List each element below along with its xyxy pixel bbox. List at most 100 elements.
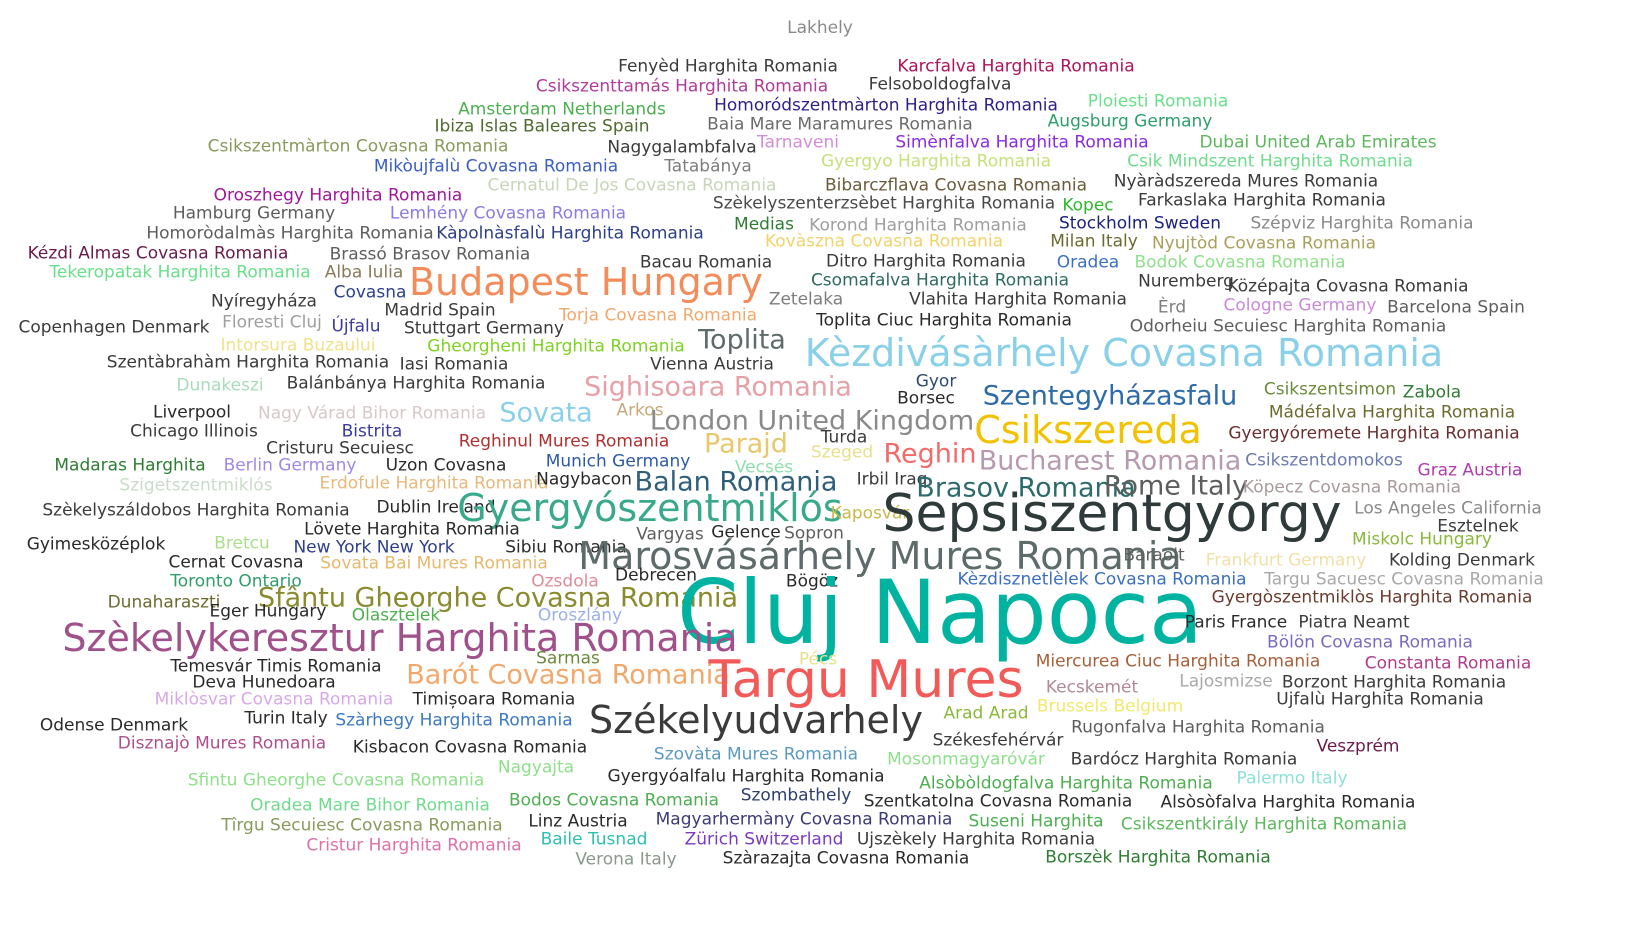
word-cloud-term: Szentkatolna Covasna Romania [863,791,1133,812]
word-cloud-term: Baile Tusnad [540,829,648,850]
word-cloud-term: Nyíregyháza [211,291,317,312]
word-cloud-term: Piatra Neamt [1298,612,1410,633]
word-cloud-term: Gyimesközéplok [26,534,166,555]
word-cloud-term: Fenyèd Harghita Romania [618,56,838,77]
word-cloud-term: Oradea Mare Bihor Romania [250,795,490,816]
word-cloud-term: Tîrgu Secuiesc Covasna Romania [221,815,503,836]
word-cloud-term: Nagybacon [536,469,632,490]
word-cloud-term: Toplita Ciuc Harghita Romania [816,310,1072,331]
word-cloud-term: Arad Arad [943,703,1029,724]
word-cloud-term: Zabola [1402,382,1462,403]
word-cloud-term: Csikszentkirály Harghita Romania [1120,814,1408,835]
word-cloud-term: Cluj Napoca [677,561,1203,664]
word-cloud-term: Constanta Romania [1364,653,1532,674]
word-cloud-term: Gheorgheni Harghita Romania [427,336,685,357]
word-cloud-term: Dunakeszi [176,375,264,396]
word-cloud-term: Sibiu Romania [505,537,627,558]
word-cloud-term: Újfalu [331,316,381,337]
word-cloud-term: Mádéfalva Harghita Romania [1268,402,1516,423]
word-cloud-term: Turin Italy [244,708,328,729]
word-cloud-term: Turda [820,427,868,448]
word-cloud-term: Los Angeles California [1354,498,1542,519]
word-cloud-term: Stuttgart Germany [404,318,564,339]
word-cloud-term: Odorheiu Secuiesc Harghita Romania [1129,316,1447,337]
word-cloud-term: Sovata Bai Mures Romania [320,553,548,574]
word-cloud-term: Szèkelyszáldobos Harghita Romania [42,500,350,521]
word-cloud-term: Munich Germany [545,451,691,472]
word-cloud-term: Bistrita [341,421,403,442]
word-cloud-term: Linz Austria [528,811,628,832]
word-cloud-term: Lajosmizse [1179,671,1273,692]
word-cloud-term: Borszèk Harghita Romania [1045,847,1271,868]
word-cloud-term: Ibiza Islas Baleares Spain [434,116,650,137]
word-cloud-term: Ditro Harghita Romania [826,251,1026,272]
word-cloud-term: Palermo Italy [1236,768,1348,789]
word-cloud-term: Székelyudvarhely [589,698,923,742]
word-cloud-term: Bölön Covasna Romania [1267,632,1473,653]
word-cloud-term: Kovàszna Covasna Romania [764,231,1004,252]
word-cloud-term: Chicago Illinois [130,421,258,442]
word-cloud-term: Kecskemét [1045,677,1139,698]
word-cloud-term: Sarmas [536,648,600,669]
word-cloud-term: Homoródszentmàrton Harghita Romania [714,95,1058,116]
word-cloud-term: Borzont Harghita Romania [1281,672,1507,693]
word-cloud-term: Kézdi Almas Covasna Romania [27,243,289,264]
word-cloud-term: Cologne Germany [1223,295,1377,316]
word-cloud-term: Köpecz Covasna Romania [1242,477,1462,498]
word-cloud-term: Olasztelek [351,605,441,626]
word-cloud-term: Szigetszentmiklós [119,475,273,496]
word-cloud-term: Csikszentdomokos [1245,450,1403,471]
word-cloud-term: Marosvásárhely Mures Romania [578,534,1182,578]
word-cloud-term: Timișoara Romania [412,689,576,710]
word-cloud-term: Homoròdalmàs Harghita Romania [146,223,434,244]
word-cloud-term: Gyergyószentmiklós [457,486,843,530]
word-cloud-term: Szombathely [740,785,852,806]
word-cloud-term: Gyergyóalfalu Harghita Romania [607,766,885,787]
word-cloud-term: Mikòujfalù Covasna Romania [373,156,619,177]
word-cloud-term: Toronto Ontario [170,571,302,592]
word-cloud-term: Vecsés [734,457,794,478]
word-cloud-term: Kèzdivásàrhely Covasna Romania [804,331,1444,375]
word-cloud-term: Erdofule Harghita Romania [319,473,549,494]
word-cloud-term: Veszprém [1316,736,1400,757]
word-cloud-term: Nuremberg [1138,271,1234,292]
word-cloud-term: Gyergyóremete Harghita Romania [1228,423,1520,444]
word-cloud-term: Barót Covasna Romania [406,659,730,691]
word-cloud-term: Targu Sacuesc Covasna Romania [1264,569,1544,590]
word-cloud-term: Alsòbòldogfalva Harghita Romania [919,773,1213,794]
word-cloud-term: Liverpool [152,402,232,423]
word-cloud-term: Sighisoara Romania [584,371,852,403]
word-cloud-term: Csomafalva Harghita Romania [810,270,1070,291]
word-cloud-term: Tekeropatak Harghita Romania [49,262,311,283]
word-cloud-term: Ozsdola [531,571,599,592]
word-cloud-term: Nagy Várad Bihor Romania [257,403,487,424]
word-cloud-term: Iasi Romania [399,354,509,375]
word-cloud-term: Medias [734,214,794,235]
word-cloud-term: Disznajò Mures Romania [117,733,327,754]
word-cloud-term: Covasna [333,282,407,303]
word-cloud-term: Brassó Brasov Romania [329,244,531,265]
word-cloud-term: Suseni Harghita [968,811,1104,832]
word-cloud-term: Szèkelyszenterzsèbet Harghita Romania [712,193,1056,214]
word-cloud-term: Miklòsvar Covasna Romania [154,689,394,710]
word-cloud-term: Szàrazajta Covasna Romania [722,848,970,869]
word-cloud-term: Arkos [616,400,664,421]
word-cloud-term: Reghinul Mures Romania [458,431,670,452]
word-cloud-term: Karcfalva Harghita Romania [897,56,1135,77]
word-cloud-term: Nyàràdszereda Mures Romania [1113,171,1379,192]
word-cloud-term: Augsburg Germany [1047,111,1213,132]
word-cloud-term: Targu Mures [708,650,1024,710]
word-cloud-term: Miskolc Hungary [1352,529,1492,550]
word-cloud-term: Rugonfalva Harghita Romania [1071,717,1325,738]
word-cloud-term: Bretcu [214,533,270,554]
word-cloud-term: Tarnaveni [757,132,839,153]
word-cloud-term: Eger Hungary [209,601,327,622]
word-cloud-term: Kolding Denmark [1388,550,1536,571]
word-cloud-term: Vlahita Harghita Romania [909,289,1127,310]
word-cloud-term: Csikszereda [974,408,1202,452]
word-cloud-term: Magyarhermàny Covasna Romania [655,809,953,830]
word-cloud-term: Intorsura Buzaului [220,335,376,356]
word-cloud-term: Milan Italy [1050,231,1138,252]
word-cloud-term: Csikszenttamás Harghita Romania [535,76,829,97]
word-cloud-term: Ujszèkely Harghita Romania [856,829,1096,850]
